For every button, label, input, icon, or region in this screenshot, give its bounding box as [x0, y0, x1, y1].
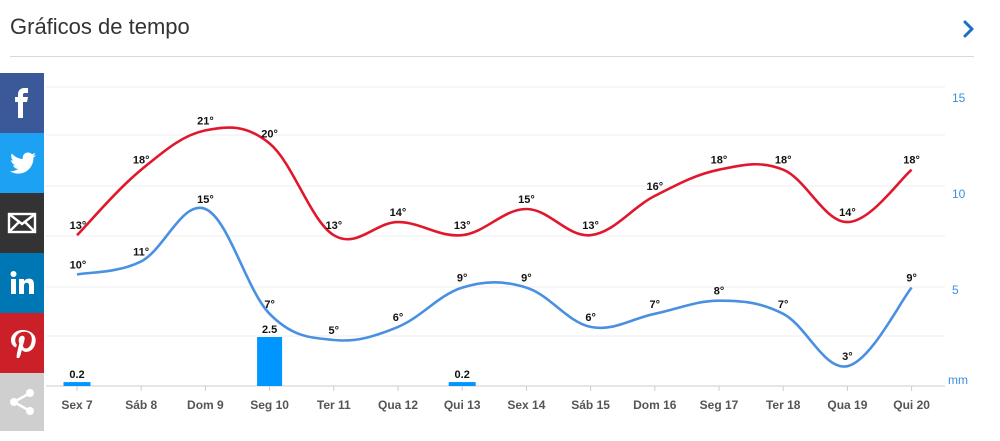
- precipitation-label: 0.2: [69, 369, 84, 381]
- max-temperature-label: 18°: [903, 155, 920, 167]
- max-temperature-label: 14°: [390, 207, 407, 219]
- min-temperature-label: 10°: [70, 260, 87, 272]
- right-axis-tick-label: 10: [952, 187, 966, 201]
- max-temperature-label: 18°: [133, 155, 150, 167]
- max-temperature-label: 13°: [582, 220, 599, 232]
- max-temperature-label: 14°: [839, 207, 856, 219]
- x-axis-category-label: Qui 13: [444, 398, 481, 412]
- linkedin-icon: [10, 271, 34, 294]
- x-axis-category-label: Ter 18: [766, 398, 801, 412]
- x-axis-category-label: Dom 16: [633, 398, 677, 412]
- right-axis-unit-label: mm: [948, 373, 968, 387]
- precipitation-bar: [63, 382, 91, 386]
- email-share-button[interactable]: [0, 193, 44, 253]
- max-temperature-label: 13°: [70, 220, 87, 232]
- min-temperature-line: [76, 206, 913, 368]
- max-temperature-label: 13°: [325, 220, 342, 232]
- min-temperature-label: 6°: [393, 312, 404, 324]
- x-axis-category-label: Dom 9: [187, 398, 224, 412]
- min-temperature-label: 7°: [264, 299, 275, 311]
- min-temperature-label: 8°: [714, 286, 725, 298]
- max-temperature-label: 20°: [261, 129, 278, 141]
- max-temperature-label: 21°: [197, 115, 214, 127]
- pinterest-share-button[interactable]: [0, 313, 44, 373]
- facebook-share-button[interactable]: [0, 73, 44, 133]
- x-axis-category-label: Seg 17: [700, 398, 739, 412]
- min-temperature-label: 6°: [585, 312, 596, 324]
- x-axis-category-label: Sex 14: [507, 398, 545, 412]
- max-temperature-line: [76, 126, 913, 241]
- facebook-icon: [15, 88, 28, 118]
- min-temperature-label: 7°: [650, 299, 661, 311]
- precipitation-label: 2.5: [262, 324, 277, 336]
- x-axis-category-label: Qui 20: [893, 398, 930, 412]
- x-axis-category-label: Seg 10: [250, 398, 289, 412]
- header: Gráficos de tempo: [0, 0, 1000, 58]
- min-temperature-label: 11°: [133, 246, 149, 258]
- pinterest-icon: [11, 330, 36, 358]
- precipitation-bar: [448, 382, 476, 386]
- x-axis-category-label: Qua 12: [378, 398, 418, 412]
- min-temperature-label: 15°: [197, 194, 214, 206]
- share-share-button[interactable]: [0, 373, 44, 431]
- page-title: Gráficos de tempo: [10, 14, 190, 39]
- linkedin-share-button[interactable]: [0, 253, 44, 313]
- max-temperature-label: 15°: [518, 194, 535, 206]
- x-axis-category-label: Qua 19: [827, 398, 867, 412]
- min-temperature-label: 5°: [329, 325, 340, 337]
- min-temperature-label: 9°: [521, 273, 532, 285]
- twitter-share-button[interactable]: [0, 133, 44, 193]
- weather-chart: 15 10 5 mm 0.2 2.5 0.2 13° 18° 21° 20° 13° 14° 13° 15°…: [46, 86, 968, 412]
- twitter-icon: [10, 152, 36, 174]
- x-axis-category-label: Sex 7: [61, 398, 93, 412]
- chevron-right-icon[interactable]: [955, 16, 981, 42]
- precipitation-bar: [257, 337, 283, 386]
- min-temperature-label: 9°: [457, 273, 468, 285]
- right-axis-tick-label: 15: [952, 91, 966, 105]
- right-axis-tick-label: 5: [952, 283, 959, 297]
- min-temperature-label: 9°: [906, 273, 917, 285]
- x-axis-category-label: Ter 11: [317, 398, 351, 412]
- max-temperature-label: 18°: [711, 155, 728, 167]
- min-temperature-label: 7°: [778, 299, 789, 311]
- max-temperature-label: 13°: [454, 220, 471, 232]
- max-temperature-label: 18°: [775, 155, 792, 167]
- max-temperature-label: 16°: [646, 181, 663, 193]
- min-temperature-label: 3°: [842, 351, 853, 363]
- email-icon: [7, 212, 37, 234]
- x-axis-category-label: Sáb 8: [125, 398, 157, 412]
- x-axis-category-label: Sáb 15: [571, 398, 610, 412]
- share-icon: [10, 389, 34, 415]
- precipitation-label: 0.2: [455, 369, 470, 381]
- header-divider: [10, 56, 974, 57]
